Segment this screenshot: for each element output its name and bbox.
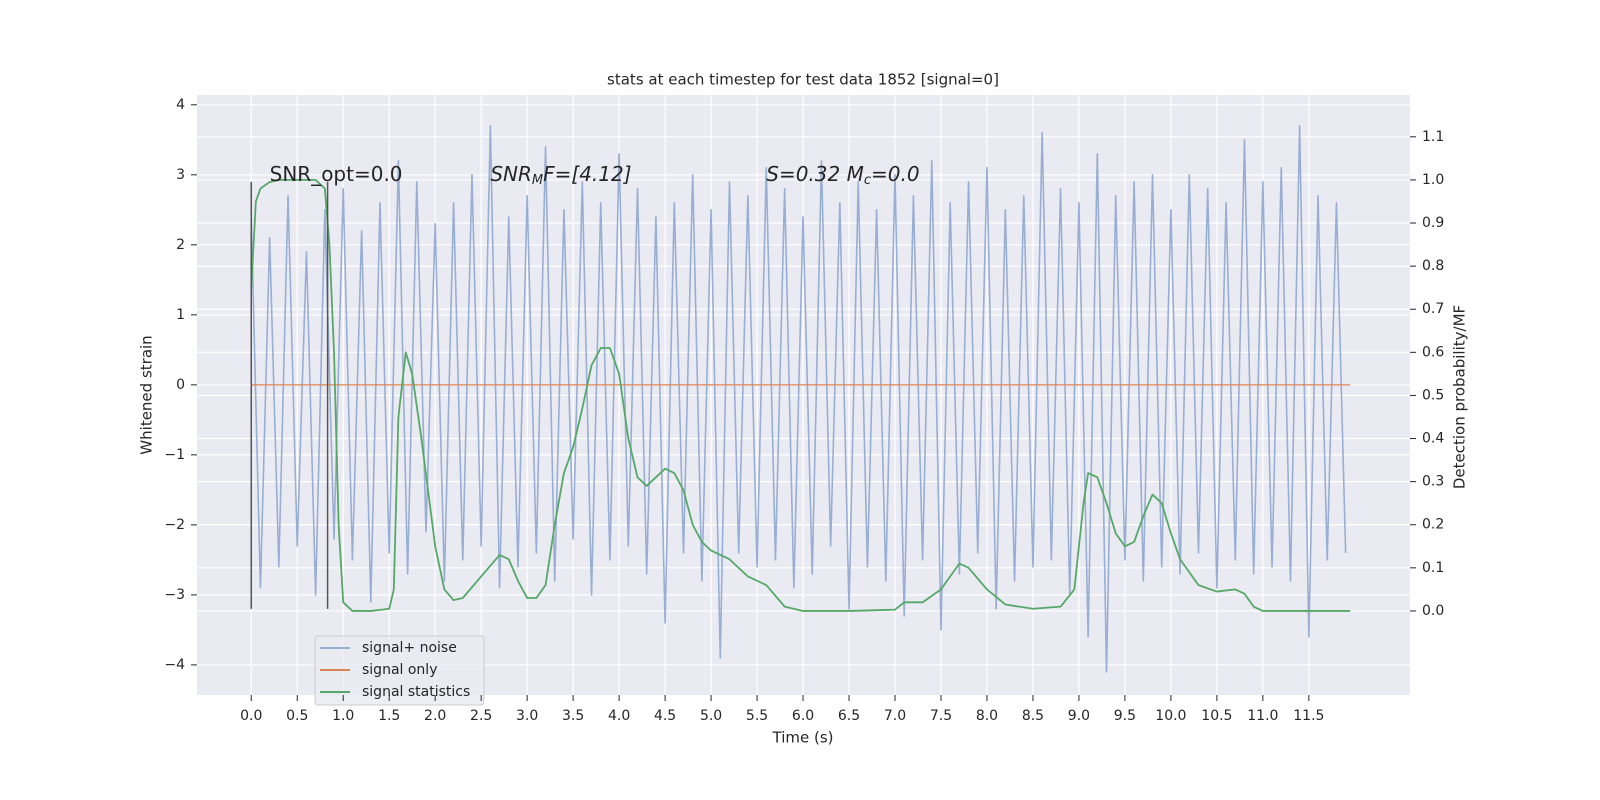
y-tick-label: −3 xyxy=(164,587,185,603)
y-axis-label: Whitened strain xyxy=(138,335,156,454)
x-tick-label: 6.0 xyxy=(792,708,814,724)
y2-tick-label: 0.7 xyxy=(1422,301,1444,317)
annotation-part: SNR xyxy=(490,161,532,185)
y2-tick-label: 0.5 xyxy=(1422,387,1444,403)
y-tick-label: 2 xyxy=(176,237,185,253)
x-tick-label: 0.5 xyxy=(286,708,308,724)
y-tick-label: 3 xyxy=(176,167,185,183)
legend-label: signal+ noise xyxy=(362,640,457,656)
y-tick-label: 4 xyxy=(176,97,185,113)
annotation-part: SNR_opt=0.0 xyxy=(270,161,403,185)
series-line xyxy=(250,179,1351,612)
annotation-part: M xyxy=(532,172,543,187)
y2-tick-label: 0.9 xyxy=(1422,215,1444,231)
x-tick-label: 6.5 xyxy=(838,708,860,724)
x-axis-label: Time (s) xyxy=(772,729,834,747)
legend-label: signal statistics xyxy=(362,684,470,700)
annotation-part: F=[4.12] xyxy=(543,161,631,185)
marks xyxy=(250,125,1351,673)
y-tick-label: −4 xyxy=(164,657,185,673)
x-tick-label: 9.5 xyxy=(1114,708,1136,724)
x-tick-label: 4.0 xyxy=(608,708,630,724)
x-tick-label: 8.5 xyxy=(1022,708,1044,724)
annotation: SNRMF=[4.12] xyxy=(490,161,631,187)
y2-tick-label: 0.1 xyxy=(1422,560,1444,576)
x-tick-label: 10.0 xyxy=(1155,708,1186,724)
y2-tick-label: 0.4 xyxy=(1422,431,1444,447)
annotation: SNR_opt=0.0 xyxy=(270,161,403,185)
x-tick-label: 1.5 xyxy=(378,708,400,724)
annotation-part: c xyxy=(864,172,871,187)
y2-tick-label: 0.2 xyxy=(1422,517,1444,533)
y2-tick-label: 1.0 xyxy=(1422,172,1444,188)
y-tick-label: 0 xyxy=(176,377,185,393)
x-tick-label: 11.5 xyxy=(1293,708,1324,724)
y-tick-label: −2 xyxy=(164,517,185,533)
y2-tick-label: 0.8 xyxy=(1422,258,1444,274)
x-tick-label: 8.0 xyxy=(976,708,998,724)
legend-box xyxy=(314,635,485,706)
x-tick-label: 0.0 xyxy=(240,708,262,724)
y2-tick-label: 0.0 xyxy=(1422,603,1444,619)
x-tick-label: 5.0 xyxy=(700,708,722,724)
x-tick-label: 3.0 xyxy=(516,708,538,724)
y2-tick-label: 0.6 xyxy=(1422,344,1444,360)
annotation: S=0.32 Mc=0.0 xyxy=(766,161,919,187)
x-tick-label: 4.5 xyxy=(654,708,676,724)
x-tick-label: 1.0 xyxy=(332,708,354,724)
x-tick-label: 7.5 xyxy=(930,708,952,724)
y-tick-label: 1 xyxy=(176,307,185,323)
annotation-part: S=0.32 M xyxy=(766,161,864,185)
x-tick-label: 7.0 xyxy=(884,708,906,724)
y-tick-label: −1 xyxy=(164,447,185,463)
legend-label: signal only xyxy=(362,662,437,678)
x-tick-label: 3.5 xyxy=(562,708,584,724)
chart-title: stats at each timestep for test data 185… xyxy=(607,71,999,89)
y2-tick-label: 1.1 xyxy=(1422,129,1444,145)
y2-axis-label: Detection probability/MF xyxy=(1451,305,1469,489)
x-tick-label: 2.5 xyxy=(470,708,492,724)
x-tick-label: 10.5 xyxy=(1201,708,1232,724)
x-tick-label: 5.5 xyxy=(746,708,768,724)
legend: signal+ noise signal only signal statistic… xyxy=(314,635,485,706)
y2-tick-label: 0.3 xyxy=(1422,474,1444,490)
x-tick-label: 11.0 xyxy=(1247,708,1278,724)
x-tick-label: 2.0 xyxy=(424,708,446,724)
annotation-part: =0.0 xyxy=(871,161,920,185)
x-tick-label: 9.0 xyxy=(1068,708,1090,724)
